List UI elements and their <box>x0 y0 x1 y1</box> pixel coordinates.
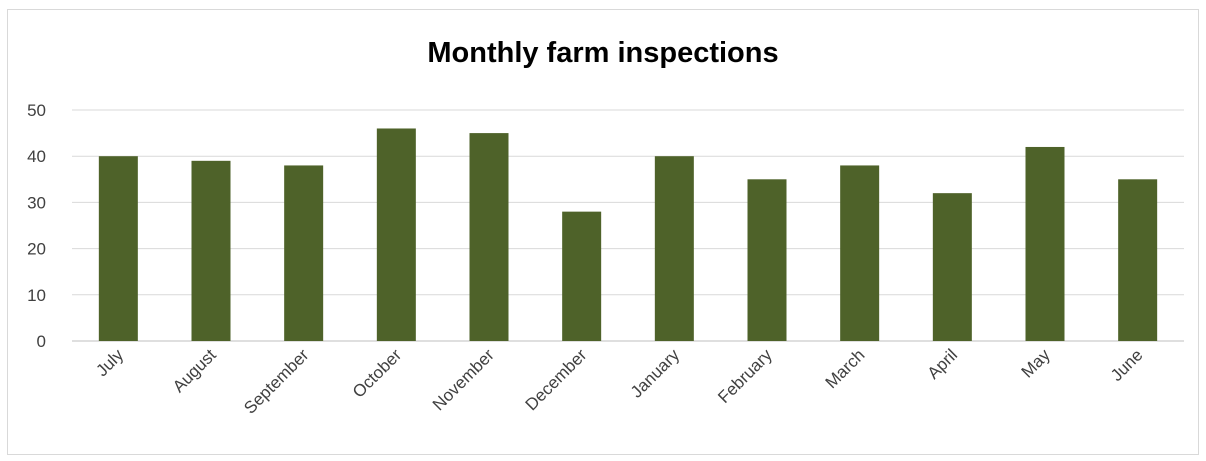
y-tick-label: 20 <box>27 240 46 259</box>
chart-title: Monthly farm inspections <box>427 37 779 69</box>
y-tick-label: 50 <box>27 101 46 120</box>
x-tick-label-august: August <box>169 345 220 396</box>
x-axis-labels: July August September October November Decemb… <box>92 345 1146 418</box>
bar-august <box>191 160 231 341</box>
x-tick-label-october: October <box>349 345 405 401</box>
x-tick-label-february: February <box>714 345 776 407</box>
bar-december <box>562 211 602 341</box>
bar-march <box>840 165 880 341</box>
bar-january <box>654 156 694 341</box>
bar-february <box>747 179 787 341</box>
gridlines <box>72 109 1184 342</box>
bar-july <box>98 156 138 341</box>
y-tick-label: 10 <box>27 286 46 305</box>
y-tick-label: 40 <box>27 147 46 166</box>
bar-june <box>1118 179 1158 341</box>
bar-november <box>469 133 509 341</box>
x-tick-label-january: January <box>627 345 684 402</box>
bar-april <box>932 193 972 341</box>
bar-september <box>284 165 324 341</box>
x-tick-label-july: July <box>92 345 127 380</box>
bar-may <box>1025 146 1065 341</box>
bar-october <box>376 128 416 341</box>
x-tick-label-may: May <box>1018 345 1054 381</box>
y-axis-labels: 0 10 20 30 40 50 <box>27 101 46 351</box>
x-tick-label-november: November <box>429 345 498 414</box>
x-tick-label-september: September <box>240 345 312 417</box>
x-tick-label-june: June <box>1107 345 1147 385</box>
x-tick-label-march: March <box>822 345 869 392</box>
bars <box>98 128 1158 341</box>
y-tick-label: 0 <box>37 332 46 351</box>
y-tick-label: 30 <box>27 193 46 212</box>
x-tick-label-april: April <box>924 345 961 382</box>
x-tick-label-december: December <box>522 345 591 414</box>
